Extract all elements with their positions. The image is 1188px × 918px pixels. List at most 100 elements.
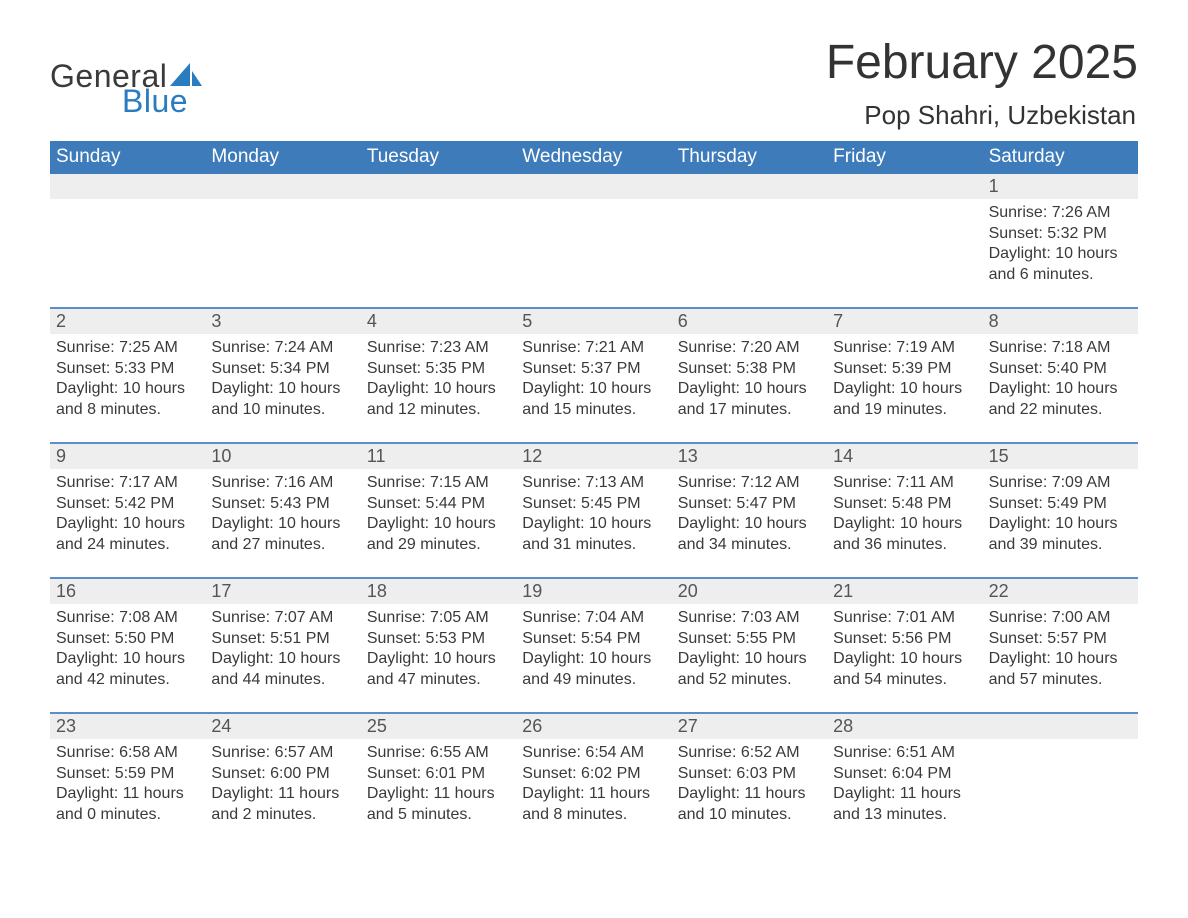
daylight-line: Daylight: 11 hours and 5 minutes. xyxy=(367,784,510,825)
sunset-line: Sunset: 6:00 PM xyxy=(211,764,354,784)
day-number: 8 xyxy=(983,309,1138,334)
sunrise-line: Sunrise: 6:58 AM xyxy=(56,743,199,763)
day-cell: Sunrise: 7:11 AMSunset: 5:48 PMDaylight:… xyxy=(827,469,982,559)
sunrise-line: Sunrise: 7:13 AM xyxy=(522,473,665,493)
dow-sunday: Sunday xyxy=(50,141,205,174)
daylight-line: Daylight: 10 hours and 19 minutes. xyxy=(833,379,976,420)
sunrise-line: Sunrise: 7:18 AM xyxy=(989,338,1132,358)
calendar-week: 16171819202122Sunrise: 7:08 AMSunset: 5:… xyxy=(50,577,1138,712)
day-number: 17 xyxy=(205,579,360,604)
day-number: 2 xyxy=(50,309,205,334)
day-cell: Sunrise: 7:12 AMSunset: 5:47 PMDaylight:… xyxy=(672,469,827,559)
day-cell xyxy=(361,199,516,289)
daylight-line: Daylight: 10 hours and 39 minutes. xyxy=(989,514,1132,555)
daylight-line: Daylight: 11 hours and 0 minutes. xyxy=(56,784,199,825)
daylight-line: Daylight: 10 hours and 52 minutes. xyxy=(678,649,821,690)
day-number: 4 xyxy=(361,309,516,334)
sunset-line: Sunset: 5:47 PM xyxy=(678,494,821,514)
dow-friday: Friday xyxy=(827,141,982,174)
page-subtitle: Pop Shahri, Uzbekistan xyxy=(826,100,1136,131)
daylight-line: Daylight: 10 hours and 22 minutes. xyxy=(989,379,1132,420)
day-cell: Sunrise: 7:08 AMSunset: 5:50 PMDaylight:… xyxy=(50,604,205,694)
sunset-line: Sunset: 5:38 PM xyxy=(678,359,821,379)
day-number: 16 xyxy=(50,579,205,604)
day-cell: Sunrise: 7:26 AMSunset: 5:32 PMDaylight:… xyxy=(983,199,1138,289)
day-number: 10 xyxy=(205,444,360,469)
day-cell: Sunrise: 7:17 AMSunset: 5:42 PMDaylight:… xyxy=(50,469,205,559)
day-cell: Sunrise: 6:54 AMSunset: 6:02 PMDaylight:… xyxy=(516,739,671,829)
sunrise-line: Sunrise: 7:00 AM xyxy=(989,608,1132,628)
daylight-line: Daylight: 10 hours and 44 minutes. xyxy=(211,649,354,690)
day-number: 27 xyxy=(672,714,827,739)
daylight-line: Daylight: 10 hours and 12 minutes. xyxy=(367,379,510,420)
daylight-line: Daylight: 10 hours and 10 minutes. xyxy=(211,379,354,420)
day-cell xyxy=(672,199,827,289)
day-number xyxy=(361,174,516,199)
daylight-line: Daylight: 10 hours and 24 minutes. xyxy=(56,514,199,555)
day-of-week-header: SundayMondayTuesdayWednesdayThursdayFrid… xyxy=(50,141,1138,174)
day-cell xyxy=(50,199,205,289)
calendar-grid: SundayMondayTuesdayWednesdayThursdayFrid… xyxy=(50,141,1138,847)
sunrise-line: Sunrise: 7:20 AM xyxy=(678,338,821,358)
sunset-line: Sunset: 6:01 PM xyxy=(367,764,510,784)
sunrise-line: Sunrise: 7:25 AM xyxy=(56,338,199,358)
day-number: 23 xyxy=(50,714,205,739)
brand-word-2: Blue xyxy=(122,83,202,120)
day-cell: Sunrise: 7:19 AMSunset: 5:39 PMDaylight:… xyxy=(827,334,982,424)
sunset-line: Sunset: 6:03 PM xyxy=(678,764,821,784)
sunrise-line: Sunrise: 7:16 AM xyxy=(211,473,354,493)
sunset-line: Sunset: 5:50 PM xyxy=(56,629,199,649)
daylight-line: Daylight: 10 hours and 54 minutes. xyxy=(833,649,976,690)
day-cell xyxy=(205,199,360,289)
sunset-line: Sunset: 5:57 PM xyxy=(989,629,1132,649)
day-number xyxy=(983,714,1138,739)
sunrise-line: Sunrise: 7:15 AM xyxy=(367,473,510,493)
sunrise-line: Sunrise: 7:04 AM xyxy=(522,608,665,628)
day-number: 12 xyxy=(516,444,671,469)
daylight-line: Daylight: 10 hours and 29 minutes. xyxy=(367,514,510,555)
day-number: 5 xyxy=(516,309,671,334)
daylight-line: Daylight: 10 hours and 49 minutes. xyxy=(522,649,665,690)
day-number xyxy=(672,174,827,199)
daynum-row: 9101112131415 xyxy=(50,444,1138,469)
title-block: February 2025 Pop Shahri, Uzbekistan xyxy=(826,38,1138,131)
daylight-line: Daylight: 10 hours and 36 minutes. xyxy=(833,514,976,555)
sunset-line: Sunset: 5:42 PM xyxy=(56,494,199,514)
daynum-row: 16171819202122 xyxy=(50,579,1138,604)
sunrise-line: Sunrise: 6:54 AM xyxy=(522,743,665,763)
page-title: February 2025 xyxy=(826,38,1138,88)
sunset-line: Sunset: 5:35 PM xyxy=(367,359,510,379)
day-number: 15 xyxy=(983,444,1138,469)
daynum-row: 2345678 xyxy=(50,309,1138,334)
sunset-line: Sunset: 5:39 PM xyxy=(833,359,976,379)
sunrise-line: Sunrise: 7:12 AM xyxy=(678,473,821,493)
sunset-line: Sunset: 5:59 PM xyxy=(56,764,199,784)
daylight-line: Daylight: 11 hours and 8 minutes. xyxy=(522,784,665,825)
day-cell: Sunrise: 7:24 AMSunset: 5:34 PMDaylight:… xyxy=(205,334,360,424)
sunrise-line: Sunrise: 6:51 AM xyxy=(833,743,976,763)
day-cell: Sunrise: 7:21 AMSunset: 5:37 PMDaylight:… xyxy=(516,334,671,424)
day-cell: Sunrise: 7:09 AMSunset: 5:49 PMDaylight:… xyxy=(983,469,1138,559)
day-cell: Sunrise: 7:15 AMSunset: 5:44 PMDaylight:… xyxy=(361,469,516,559)
brand-logo: General Blue xyxy=(50,58,202,120)
daylight-line: Daylight: 11 hours and 13 minutes. xyxy=(833,784,976,825)
sunset-line: Sunset: 6:04 PM xyxy=(833,764,976,784)
dow-thursday: Thursday xyxy=(672,141,827,174)
day-number xyxy=(827,174,982,199)
daylight-line: Daylight: 10 hours and 57 minutes. xyxy=(989,649,1132,690)
day-cell: Sunrise: 7:13 AMSunset: 5:45 PMDaylight:… xyxy=(516,469,671,559)
day-cell: Sunrise: 7:25 AMSunset: 5:33 PMDaylight:… xyxy=(50,334,205,424)
sunrise-line: Sunrise: 7:01 AM xyxy=(833,608,976,628)
day-cell xyxy=(516,199,671,289)
daylight-line: Daylight: 10 hours and 34 minutes. xyxy=(678,514,821,555)
sunrise-line: Sunrise: 7:11 AM xyxy=(833,473,976,493)
daylight-line: Daylight: 11 hours and 2 minutes. xyxy=(211,784,354,825)
sunrise-line: Sunrise: 7:05 AM xyxy=(367,608,510,628)
day-cell: Sunrise: 7:00 AMSunset: 5:57 PMDaylight:… xyxy=(983,604,1138,694)
day-number: 11 xyxy=(361,444,516,469)
day-cell: Sunrise: 6:52 AMSunset: 6:03 PMDaylight:… xyxy=(672,739,827,829)
sunrise-line: Sunrise: 7:17 AM xyxy=(56,473,199,493)
dow-saturday: Saturday xyxy=(983,141,1138,174)
day-cell: Sunrise: 7:20 AMSunset: 5:38 PMDaylight:… xyxy=(672,334,827,424)
sunset-line: Sunset: 5:48 PM xyxy=(833,494,976,514)
